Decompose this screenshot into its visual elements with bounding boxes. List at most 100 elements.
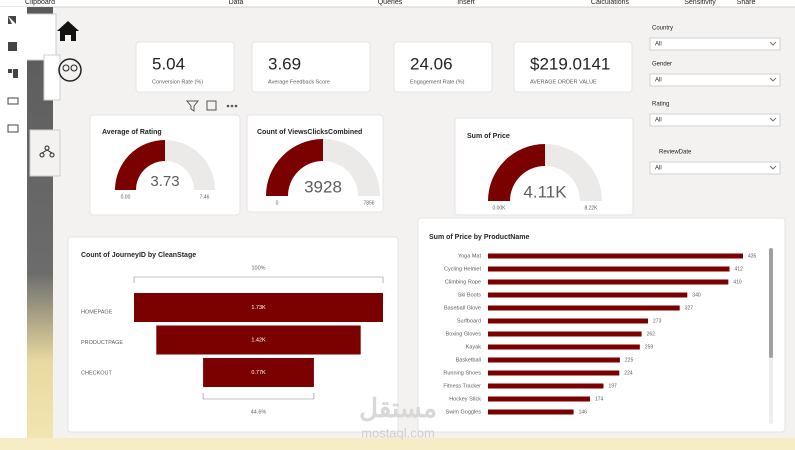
y-tick-label: Yoga Mat xyxy=(458,253,482,259)
value-label: 262 xyxy=(647,331,656,337)
y-tick-label: Swim Goggles xyxy=(446,409,482,415)
ribbon-tab[interactable]: Sensitivity xyxy=(684,0,716,6)
bar xyxy=(488,318,649,324)
nav-tab[interactable] xyxy=(29,129,61,177)
bottom-bar xyxy=(0,438,795,450)
value-label: 412 xyxy=(735,266,744,272)
value-label: 259 xyxy=(645,344,654,350)
bar xyxy=(488,266,730,272)
slicer-dropdown[interactable] xyxy=(649,113,781,127)
nav-tab[interactable] xyxy=(43,54,61,101)
value-label: 327 xyxy=(685,305,694,311)
gauge-title: Sum of Price xyxy=(467,133,510,140)
gauge-min: 0.00 xyxy=(121,194,131,200)
funnel-value-label: 1.42K xyxy=(251,337,266,343)
filter-icon[interactable] xyxy=(185,100,200,112)
report-icon[interactable] xyxy=(8,16,16,24)
model-icon-2[interactable] xyxy=(13,69,18,78)
bar xyxy=(488,292,688,298)
funnel-bar xyxy=(203,358,314,387)
people-icon-part xyxy=(70,64,78,72)
card xyxy=(393,41,493,93)
gauge-fill xyxy=(266,139,323,196)
slicer-value: All xyxy=(655,166,662,172)
card xyxy=(251,41,371,93)
y-tick-label: Boxing Gloves xyxy=(446,331,482,337)
network-icon[interactable] xyxy=(39,145,55,158)
bar xyxy=(488,279,729,285)
funnel-bar xyxy=(156,325,361,355)
funnel-value-label: 0.77K xyxy=(251,370,266,376)
slicer-value: All xyxy=(655,118,662,124)
data-icon[interactable] xyxy=(8,42,17,51)
funnel-bottom-label: 44.6% xyxy=(251,409,267,415)
gauge-fill xyxy=(115,140,165,190)
nav-tab[interactable] xyxy=(27,13,57,61)
bar xyxy=(488,396,590,402)
gauge-title: Average of Rating xyxy=(102,129,162,136)
people-icon-part xyxy=(62,64,70,72)
kpi-label: AVERAGE ORDER VALUE xyxy=(530,79,597,85)
gauge-min: 0.00K xyxy=(492,205,506,211)
card xyxy=(513,41,633,93)
chevron xyxy=(769,41,777,46)
funnel-category: CHECKOUT xyxy=(81,370,113,376)
y-tick-label: Climbing Rope xyxy=(445,279,481,285)
ribbon-tab[interactable]: Calculations xyxy=(591,0,630,6)
bar xyxy=(488,331,642,337)
scrollbar-thumb[interactable] xyxy=(769,248,773,358)
dax-icon[interactable] xyxy=(7,97,19,105)
funnel-bracket xyxy=(202,393,315,400)
gauge-min: 0 xyxy=(276,200,279,206)
y-tick-label: Surfboard xyxy=(457,318,481,324)
model-icon[interactable] xyxy=(8,69,12,73)
bar xyxy=(488,344,640,350)
focus-icon[interactable] xyxy=(206,100,217,111)
slicer-value: All xyxy=(655,78,662,84)
slicer-dropdown[interactable] xyxy=(649,37,781,51)
gauge-title: Count of ViewsClicksCombined xyxy=(257,129,362,136)
value-label: 197 xyxy=(608,383,617,389)
funnel-top-label: 100% xyxy=(251,265,265,271)
value-label: 340 xyxy=(692,292,701,298)
funnel-category: HOMEPAGE xyxy=(81,309,113,315)
y-tick-label: Hockey Stick xyxy=(449,396,481,402)
slicer-value: All xyxy=(655,42,662,48)
gauge-value: 4.11K xyxy=(523,182,567,201)
ribbon-tab[interactable]: Clipboard xyxy=(25,0,55,6)
y-tick-label: Cycling Helmet xyxy=(444,266,481,272)
chevron xyxy=(769,117,777,122)
slicer-dropdown[interactable] xyxy=(649,73,781,87)
people-icon[interactable] xyxy=(58,58,82,82)
y-tick-label: Basketball xyxy=(456,357,481,363)
slicer-label: Rating xyxy=(652,102,669,108)
ribbon-tab[interactable]: Insert xyxy=(457,0,475,6)
home-icon[interactable] xyxy=(57,21,79,41)
slicer-dropdown[interactable] xyxy=(649,161,781,175)
ribbon-tab[interactable]: Share xyxy=(737,0,756,6)
ribbon-tab[interactable]: Queries xyxy=(378,0,403,6)
value-label: 410 xyxy=(733,279,742,285)
funnel-category: PRODUCTPAGE xyxy=(81,340,123,346)
gauge-value: 3928 xyxy=(304,177,342,196)
chevron xyxy=(769,165,777,170)
value-label: 224 xyxy=(624,370,633,376)
y-tick-label: Fitness Tracker xyxy=(443,383,481,389)
kpi-value: 3.69 xyxy=(268,54,301,73)
bar xyxy=(488,370,620,376)
card xyxy=(135,41,235,93)
value-label: 174 xyxy=(595,396,604,402)
ribbon-tab[interactable]: Data xyxy=(229,0,244,6)
nav-icons xyxy=(7,16,19,133)
funnel-bar xyxy=(134,293,383,322)
kpi-label: Average Feedback Score xyxy=(268,79,330,85)
kpi-label: Engagement Rate (%) xyxy=(410,79,465,85)
kpi-value: 24.06 xyxy=(410,54,453,73)
value-label: 146 xyxy=(579,409,588,415)
watermark-url: mostaql.com xyxy=(361,425,435,440)
value-label: 273 xyxy=(653,318,662,324)
bar xyxy=(488,357,620,363)
bar xyxy=(488,409,574,415)
query-icon[interactable] xyxy=(7,124,19,133)
kpi-value: 5.04 xyxy=(152,54,185,73)
